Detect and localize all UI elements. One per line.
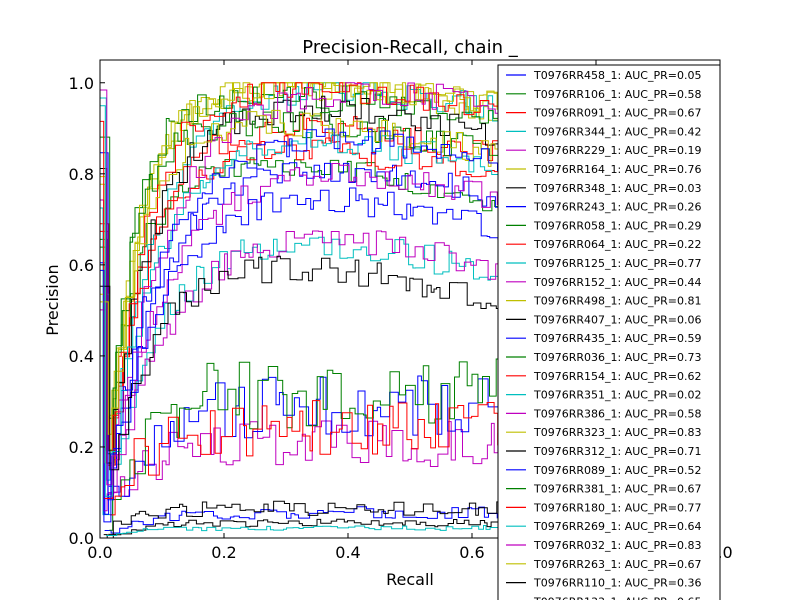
y-tick-label: 0.4 — [69, 347, 94, 366]
legend-entry: T0976RR269_1: AUC_PR=0.64 — [533, 520, 701, 533]
legend-entry: T0976RR407_1: AUC_PR=0.06 — [533, 313, 701, 326]
legend-entry: T0976RR323_1: AUC_PR=0.83 — [533, 426, 701, 439]
legend-entry: T0976RR110_1: AUC_PR=0.36 — [533, 577, 701, 590]
legend-entry: T0976RR381_1: AUC_PR=0.67 — [533, 483, 701, 496]
x-tick-label: 0.6 — [459, 543, 484, 562]
legend-entry: T0976RR263_1: AUC_PR=0.67 — [533, 558, 701, 571]
legend-entry: T0976RR229_1: AUC_PR=0.19 — [533, 144, 701, 157]
legend-entry: T0976RR154_1: AUC_PR=0.62 — [533, 370, 701, 383]
legend-entry: T0976RR089_1: AUC_PR=0.52 — [533, 464, 701, 477]
legend-entry: T0976RR152_1: AUC_PR=0.44 — [533, 276, 701, 289]
legend-entry: T0976RR180_1: AUC_PR=0.77 — [533, 501, 701, 514]
x-tick-label: 0.4 — [335, 543, 360, 562]
y-tick-label: 1.0 — [69, 74, 94, 93]
y-tick-label: 0.0 — [69, 529, 94, 548]
legend-entry: T0976RR458_1: AUC_PR=0.05 — [533, 69, 701, 82]
chart-title: Precision-Recall, chain _ — [302, 37, 518, 58]
legend-entry: T0976RR344_1: AUC_PR=0.42 — [533, 125, 701, 138]
y-tick-label: 0.6 — [69, 256, 94, 275]
legend-entry: T0976RR036_1: AUC_PR=0.73 — [533, 351, 701, 364]
y-axis-label: Precision — [43, 264, 62, 335]
legend-box — [497, 64, 721, 600]
x-axis-label: Recall — [386, 570, 434, 589]
x-tick-label: 0.2 — [211, 543, 236, 562]
legend-entry: T0976RR091_1: AUC_PR=0.67 — [533, 107, 701, 120]
legend-entry: T0976RR498_1: AUC_PR=0.81 — [533, 295, 701, 308]
legend-entry: T0976RR106_1: AUC_PR=0.58 — [533, 88, 701, 101]
legend-entry: T0976RR032_1: AUC_PR=0.83 — [533, 539, 701, 552]
legend-entry: T0976RR386_1: AUC_PR=0.58 — [533, 407, 701, 420]
y-tick-label: 0.8 — [69, 165, 94, 184]
y-tick-label: 0.2 — [69, 438, 94, 457]
legend-entry: T0976RR435_1: AUC_PR=0.59 — [533, 332, 701, 345]
legend-entry: T0976RR348_1: AUC_PR=0.03 — [533, 182, 701, 195]
legend-entry: T0976RR351_1: AUC_PR=0.02 — [533, 389, 701, 402]
legend-entry: T0976RR243_1: AUC_PR=0.26 — [533, 201, 701, 214]
legend-entry: T0976RR164_1: AUC_PR=0.76 — [533, 163, 701, 176]
x-tick-label: 0.0 — [87, 543, 112, 562]
legend: T0976RR458_1: AUC_PR=0.05 T0976RR106_1: A… — [497, 64, 721, 600]
legend-entry: T0976RR125_1: AUC_PR=0.77 — [533, 257, 701, 270]
legend-entry: T0976RR064_1: AUC_PR=0.22 — [533, 238, 701, 251]
legend-entry: T0976RR058_1: AUC_PR=0.29 — [533, 219, 701, 232]
legend-entry: T0976RR133_1: AUC_PR=0.65 — [533, 595, 701, 600]
legend-entry: T0976RR312_1: AUC_PR=0.71 — [533, 445, 701, 458]
